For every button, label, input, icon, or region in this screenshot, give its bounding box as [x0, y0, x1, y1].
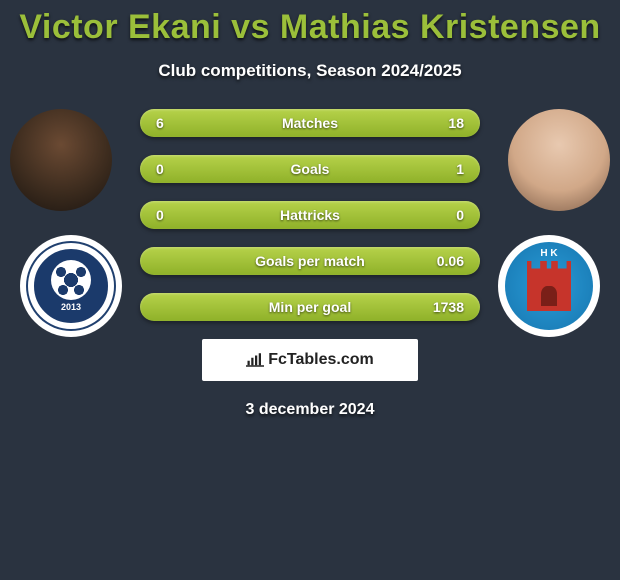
player-photo-right: [508, 109, 610, 211]
stat-label: Matches: [196, 115, 424, 131]
stat-value-right: 0.06: [424, 253, 464, 269]
stat-value-right: 1: [424, 161, 464, 177]
avatar: [10, 109, 112, 211]
stats-area: 2013 H K 6 Matches 18 0 Goals 1 0 Hattri…: [0, 109, 620, 419]
stat-label: Goals per match: [196, 253, 424, 269]
stat-row-goals: 0 Goals 1: [140, 155, 480, 183]
comparison-card: Victor Ekani vs Mathias Kristensen Club …: [0, 0, 620, 419]
date-text: 3 december 2024: [10, 401, 610, 419]
stat-value-left: 0: [156, 207, 196, 223]
football-icon: [51, 260, 91, 300]
stat-label: Hattricks: [196, 207, 424, 223]
avatar: [508, 109, 610, 211]
stat-row-min-per-goal: Min per goal 1738: [140, 293, 480, 321]
player-photo-left: [10, 109, 112, 211]
hobro-crest: H K: [505, 242, 593, 330]
stat-row-matches: 6 Matches 18: [140, 109, 480, 137]
bar-chart-icon: [246, 353, 264, 367]
tower-icon: [527, 261, 571, 311]
crest-year: 2013: [61, 302, 81, 312]
stat-value-left: 6: [156, 115, 196, 131]
stat-value-right: 1738: [424, 299, 464, 315]
stat-value-right: 0: [424, 207, 464, 223]
team-badge-left: 2013: [20, 235, 122, 337]
stat-label: Goals: [196, 161, 424, 177]
stat-bars: 6 Matches 18 0 Goals 1 0 Hattricks 0 Goa…: [140, 109, 480, 321]
stat-value-left: 0: [156, 161, 196, 177]
team-badge-right: H K: [498, 235, 600, 337]
watermark-text: FcTables.com: [268, 351, 374, 369]
subtitle: Club competitions, Season 2024/2025: [0, 61, 620, 81]
stat-label: Min per goal: [196, 299, 424, 315]
stat-row-hattricks: 0 Hattricks 0: [140, 201, 480, 229]
page-title: Victor Ekani vs Mathias Kristensen: [0, 8, 620, 47]
stat-value-right: 18: [424, 115, 464, 131]
watermark: FcTables.com: [202, 339, 418, 381]
crest-text: H K: [540, 248, 557, 259]
stat-row-goals-per-match: Goals per match 0.06: [140, 247, 480, 275]
vendsyssel-crest: 2013: [28, 243, 114, 329]
